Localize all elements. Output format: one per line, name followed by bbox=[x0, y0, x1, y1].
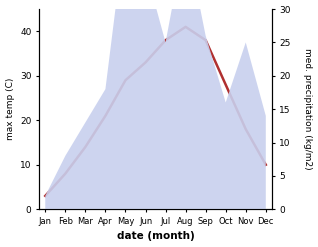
Y-axis label: max temp (C): max temp (C) bbox=[5, 78, 15, 140]
X-axis label: date (month): date (month) bbox=[117, 231, 194, 242]
Y-axis label: med. precipitation (kg/m2): med. precipitation (kg/m2) bbox=[303, 48, 313, 170]
